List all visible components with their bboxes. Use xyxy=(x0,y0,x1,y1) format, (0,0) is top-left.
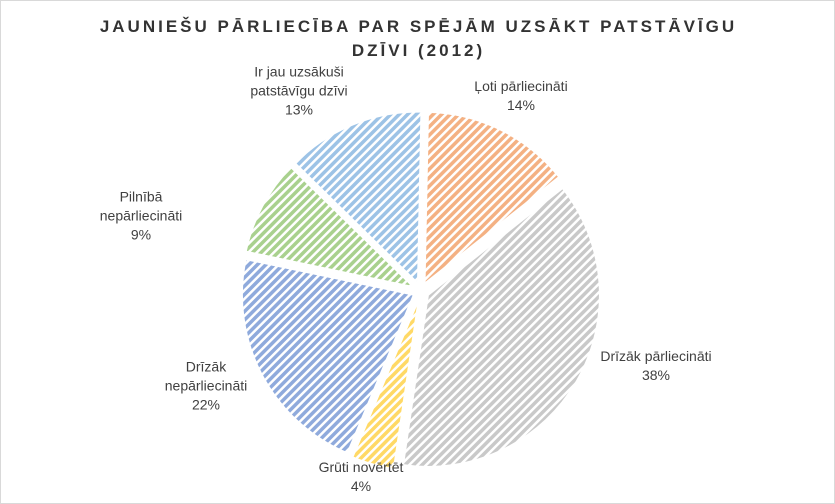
category-name: Drīzāk pārliecināti xyxy=(600,348,712,364)
pie-slice xyxy=(244,165,418,289)
slice-label: Ļoti pārliecināti 14% xyxy=(456,77,586,115)
slice-label: Pilnībā nepārliecināti 9% xyxy=(86,188,196,245)
category-name: Grūti novērtēt xyxy=(318,459,404,475)
value-label: 22% xyxy=(191,396,221,413)
pie-slice xyxy=(293,110,423,286)
value-label: 9% xyxy=(130,226,152,243)
slice-label: Drīzāk pārliecināti 38% xyxy=(576,347,736,385)
value-label: 14% xyxy=(506,97,536,113)
category-name: Pilnībā nepārliecināti xyxy=(99,188,183,224)
slice-label: Drīzāk nepārliecināti 22% xyxy=(151,358,261,415)
chart-title: JAUNIEŠU PĀRLIECĪBA PAR SPĒJĀM UZSĀKT PA… xyxy=(99,17,738,60)
category-name: Drīzāk nepārliecināti xyxy=(164,358,248,394)
category-name: Ir jau uzsākuši patstāvīgu dzīvi xyxy=(250,63,348,99)
pie-slice xyxy=(240,257,416,455)
value-label: 38% xyxy=(641,367,671,383)
pie-slice xyxy=(351,298,420,471)
slice-label: Ir jau uzsākuši patstāvīgu dzīvi 13% xyxy=(234,63,364,120)
slice-label: Grūti novērtēt 4% xyxy=(296,458,426,496)
pie-slice xyxy=(401,186,601,468)
category-name: Ļoti pārliecināti xyxy=(474,78,568,94)
value-label: 13% xyxy=(284,101,314,118)
pie-slice xyxy=(423,110,561,286)
value-label: 4% xyxy=(350,478,372,494)
